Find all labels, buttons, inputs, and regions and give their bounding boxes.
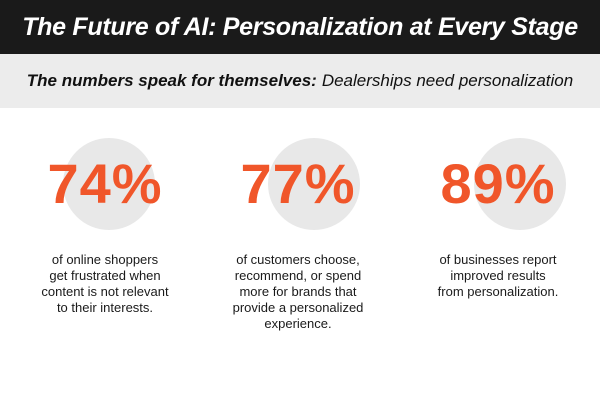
stat-value-1: 74% [47,152,163,215]
stat-value-2: 77% [240,152,356,215]
stat-description-2: of customers choose, recommend, or spend… [198,252,398,332]
stat-block-1: 74% of online shoppers get frustrated wh… [5,138,205,378]
stat-description-line: get frustrated when [49,268,161,283]
stat-description-line: experience. [264,316,332,331]
subtitle-bar: The numbers speak for themselves: Dealer… [0,54,600,108]
stat-description-3: of businesses report improved results fr… [398,252,598,300]
stat-description-line: to their interests. [56,300,154,315]
stat-value-3: 89% [440,152,556,215]
stat-description-line: from personalization. [437,284,559,299]
stat-description-1: of online shoppers get frustrated when c… [5,252,205,316]
stat-description-line: of customers choose, [236,252,360,267]
stat-circle-3 [474,138,566,230]
stat-description-line: recommend, or spend [234,268,362,283]
stat-description-line: more for brands that [239,284,357,299]
stat-description-line: of businesses report [439,252,557,267]
stat-block-2: 77% of customers choose, recommend, or s… [198,138,398,378]
stat-circle-2 [268,138,360,230]
stat-description-line: content is not relevant [41,284,169,299]
subtitle-text: Dealerships need personalization [321,71,574,90]
stat-description-line: improved results [450,268,546,283]
stat-circle-1 [63,138,155,230]
stat-description-line: provide a personalized [232,300,364,315]
title-bar: The Future of AI: Personalization at Eve… [0,0,600,54]
stat-block-3: 89% of businesses report improved result… [398,138,598,378]
stat-description-line: of online shoppers [51,252,159,267]
page-title: The Future of AI: Personalization at Eve… [22,12,578,41]
subtitle-lead: The numbers speak for themselves: [26,71,317,90]
